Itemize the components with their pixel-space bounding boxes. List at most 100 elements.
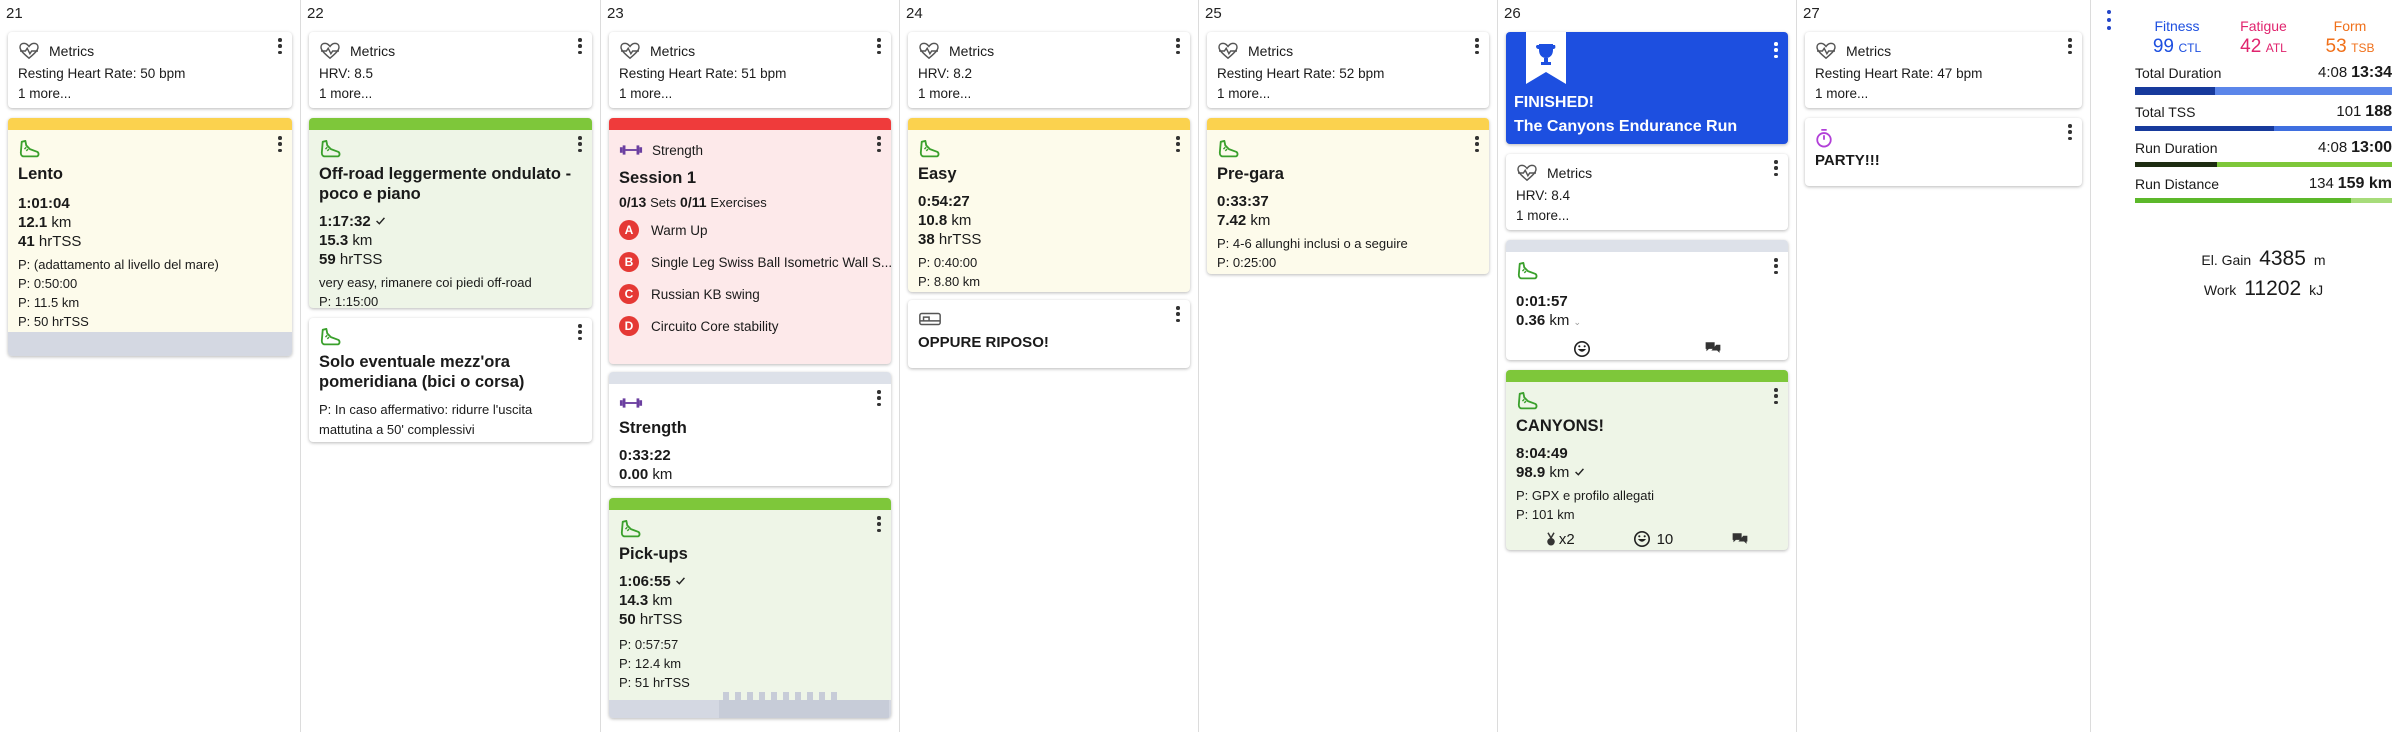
workout-card-short[interactable]: 0:01:57 0.36 km ⌄ [1506,240,1788,360]
more-metrics-link[interactable]: 1 more... [918,86,972,101]
metrics-card[interactable]: Metrics HRV: 8.4 1 more... [1506,154,1788,230]
exercise-item[interactable]: D Circuito Core stability [619,310,881,342]
more-menu-button[interactable] [1774,258,1778,274]
distance-unit: km [1549,464,1570,481]
workout-title: Pre-gara [1217,165,1284,183]
metrics-card[interactable]: Metrics HRV: 8.2 1 more... [908,32,1190,108]
workout-chart-strip [8,332,292,356]
run-shoe-icon [319,328,341,348]
more-metrics-link[interactable]: 1 more... [319,86,373,101]
planned-distance: P: 101 km [1516,507,1575,522]
planned-note: P: (adattamento al livello del mare) [18,257,219,272]
more-menu-button[interactable] [2068,124,2072,140]
strength-session-card[interactable]: Strength Session 1 0/13 Sets 0/11 Exerci… [609,118,891,364]
planned-distance: P: 12.4 km [619,656,682,671]
exercise-letter-badge: D [619,316,639,336]
metrics-card[interactable]: Metrics Resting Heart Rate: 47 bpm 1 mor… [1805,32,2082,108]
work-value: 11202 [2244,277,2302,300]
fitness-label: Fitness [2154,18,2200,34]
more-menu-button[interactable] [578,136,582,152]
fitness-summary[interactable]: Fitness 99 CTL [2137,18,2217,58]
workout-title: CANYONS! [1516,417,1605,435]
more-metrics-link[interactable]: 1 more... [1217,86,1271,101]
metrics-card[interactable]: Metrics Resting Heart Rate: 52 bpm 1 mor… [1207,32,1489,108]
distance-unit: km [352,232,373,249]
workout-title: Session 1 [619,169,697,187]
pulse-icon [619,42,641,60]
more-metrics-link[interactable]: 1 more... [18,86,72,101]
more-menu-button[interactable] [1176,306,1180,322]
more-metrics-link[interactable]: 1 more... [1516,208,1570,223]
metrics-label: Metrics [949,43,995,59]
workout-card-solo[interactable]: Solo eventuale mezz'ora pomeridiana (bic… [309,318,592,442]
exercise-item[interactable]: C Russian KB swing [619,278,881,310]
workout-card-lento[interactable]: Lento 1:01:04 12.1 km 41 hrTSS P: (adatt… [8,118,292,356]
more-menu-button[interactable] [1774,388,1778,404]
sets-count: 0/13 [619,194,647,210]
more-metrics-link[interactable]: 1 more... [619,86,673,101]
metric-value: HRV: 8.2 [918,66,973,81]
workout-card-pickups[interactable]: Pick-ups 1:06:55 14.3 km 50 hrTSS P: 0:5… [609,498,891,718]
more-menu-button[interactable] [278,136,282,152]
smiles-badge[interactable]: 10 [1633,530,1673,548]
row-planned: 188 [2365,103,2392,120]
metrics-card[interactable]: Metrics Resting Heart Rate: 50 bpm 1 mor… [8,32,292,108]
comments-icon[interactable] [1731,531,1749,547]
elgain-label: El. Gain [2201,252,2252,268]
medals-badge[interactable]: x2 [1545,531,1575,548]
work-label: Work [2203,282,2237,298]
form-value: 53 [2325,36,2347,57]
metrics-card[interactable]: Metrics HRV: 8.5 1 more... [309,32,592,108]
workout-tss: 59 [319,251,336,268]
exercises-label: Exercises [710,195,767,210]
run-shoe-icon [918,140,940,160]
more-menu-button[interactable] [1475,38,1479,54]
day-number: 21 [6,5,23,22]
more-menu-button[interactable] [1774,160,1778,176]
more-menu-button[interactable] [2068,38,2072,54]
race-finished-card[interactable]: FINISHED! The Canyons Endurance Run [1506,32,1788,144]
more-menu-button[interactable] [1176,136,1180,152]
more-menu-button[interactable] [1176,38,1180,54]
workout-distance: 98.9 [1516,464,1546,481]
planned-duration: P: 0:57:57 [619,637,679,652]
metrics-label: Metrics [350,43,396,59]
day-column-22: 22 Metrics HRV: 8.5 1 more... Off-road l… [301,0,601,732]
metric-value: HRV: 8.5 [319,66,374,81]
more-metrics-link[interactable]: 1 more... [1815,86,1869,101]
more-menu-button[interactable] [877,136,881,152]
smile-icon[interactable] [1573,340,1591,358]
workout-card-pregara[interactable]: Pre-gara 0:33:37 7.42 km P: 4-6 allunghi… [1207,118,1489,274]
workout-duration: 1:06:55 [619,573,671,590]
metric-value: Resting Heart Rate: 51 bpm [619,66,787,81]
fatigue-summary[interactable]: Fatigue 42 ATL [2224,18,2304,58]
day-number: 22 [307,5,324,22]
strength-workout-card[interactable]: Strength 0:33:22 0.00 km [609,372,891,486]
metrics-card[interactable]: Metrics Resting Heart Rate: 51 bpm 1 mor… [609,32,891,108]
day-column-27: 27 Metrics Resting Heart Rate: 47 bpm 1 … [1797,0,2091,732]
workout-card-canyons[interactable]: CANYONS! 8:04:49 98.9 km P: GPX e profil… [1506,370,1788,550]
workout-card-offroad[interactable]: Off-road leggermente ondulato - poco e p… [309,118,592,308]
elgain-value: 4385 [2259,247,2306,270]
more-menu-button[interactable] [877,38,881,54]
workout-card-easy[interactable]: Easy 0:54:27 10.8 km 38 hrTSS P: 0:40:00… [908,118,1190,292]
workout-card-rest[interactable]: OPPURE RIPOSO! [908,300,1190,368]
event-card-party[interactable]: PARTY!!! [1805,118,2082,186]
metrics-label: Metrics [650,43,696,59]
more-menu-button[interactable] [278,38,282,54]
more-menu-button[interactable] [877,516,881,532]
comments-icon[interactable] [1704,340,1722,356]
row-label: Total TSS [2135,104,2196,120]
more-menu-button[interactable] [877,390,881,406]
more-menu-button[interactable] [578,324,582,340]
exercise-item[interactable]: A Warm Up [619,214,881,246]
metrics-label: Metrics [1547,165,1593,181]
summary-row-run-duration: Run Duration 4:08 13:00 [2135,137,2392,167]
more-menu-button[interactable] [1475,136,1479,152]
more-menu-button[interactable] [1774,42,1778,58]
exercise-item[interactable]: B Single Leg Swiss Ball Isometric Wall S.… [619,246,891,278]
week-more-menu-button[interactable] [2106,10,2111,30]
more-menu-button[interactable] [578,38,582,54]
form-summary[interactable]: Form 53 TSB [2310,18,2390,58]
medal-icon [1545,532,1557,547]
